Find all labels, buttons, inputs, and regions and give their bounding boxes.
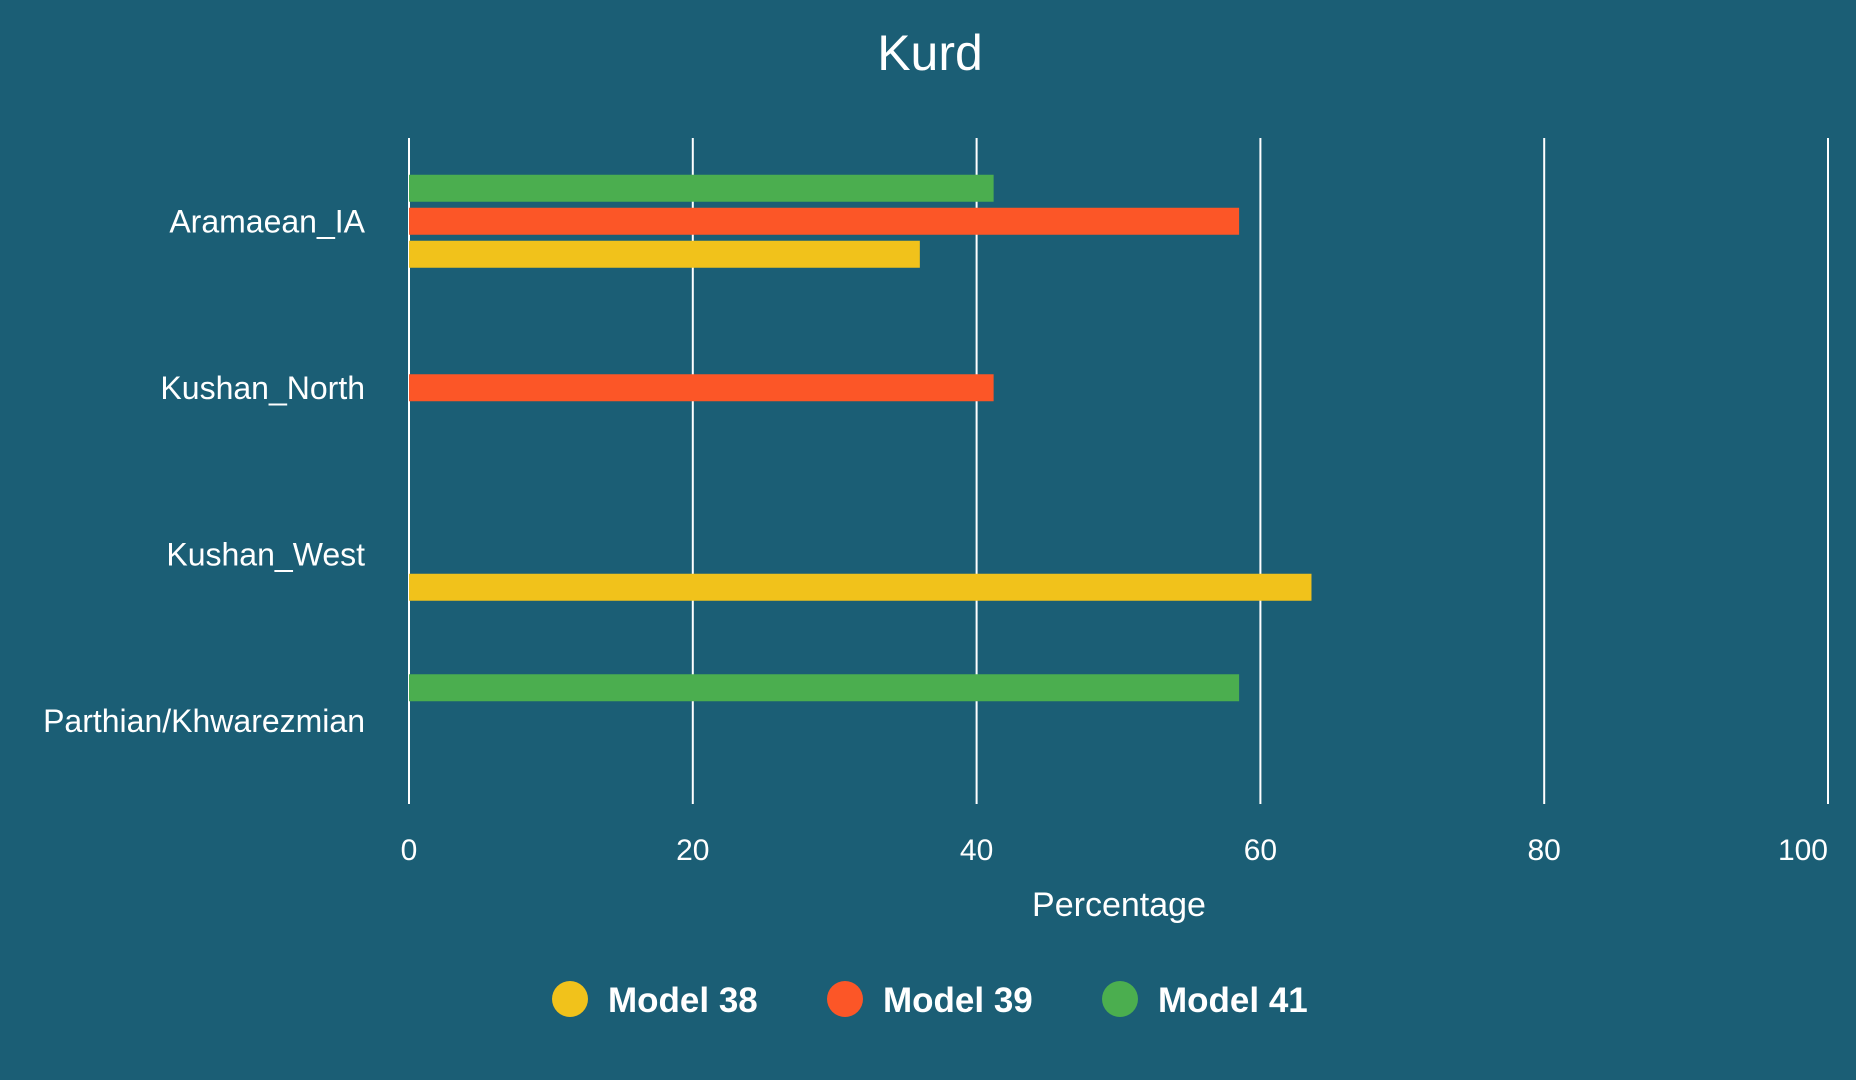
legend-label: Model 38 [608, 981, 758, 1020]
x-tick-label: 40 [960, 834, 993, 867]
x-tick-label: 20 [676, 834, 709, 867]
x-tick-label: 0 [401, 834, 418, 867]
bar-model-39 [409, 207, 1240, 235]
legend-marker [827, 981, 863, 1017]
chart-title: Kurd [877, 25, 983, 81]
x-tick-label: 80 [1528, 834, 1561, 867]
bar-model-41 [409, 174, 994, 202]
x-axis-title: Percentage [1032, 886, 1206, 924]
bar-model-39 [409, 374, 994, 402]
bars [409, 174, 1312, 702]
category-label: Parthian/Khwarezmian [43, 703, 365, 739]
x-tick-label: 100 [1778, 834, 1828, 867]
legend-label: Model 41 [1158, 981, 1308, 1020]
category-label: Kushan_North [160, 370, 365, 406]
bar-model-38 [409, 240, 920, 268]
legend-marker [1102, 981, 1138, 1017]
legend-marker [552, 981, 588, 1017]
bar-model-38 [409, 573, 1312, 601]
x-tick-labels: 0 20 40 60 80 100 [401, 834, 1828, 867]
legend-label: Model 39 [883, 981, 1033, 1020]
category-label: Kushan_West [166, 536, 365, 572]
bar-model-41 [409, 674, 1240, 702]
category-labels: Aramaean_IA Kushan_North Kushan_West Parthi… [43, 203, 366, 739]
category-label: Aramaean_IA [169, 203, 365, 239]
legend: Model 38 Model 39 Model 41 [552, 981, 1308, 1020]
x-tick-label: 60 [1244, 834, 1277, 867]
